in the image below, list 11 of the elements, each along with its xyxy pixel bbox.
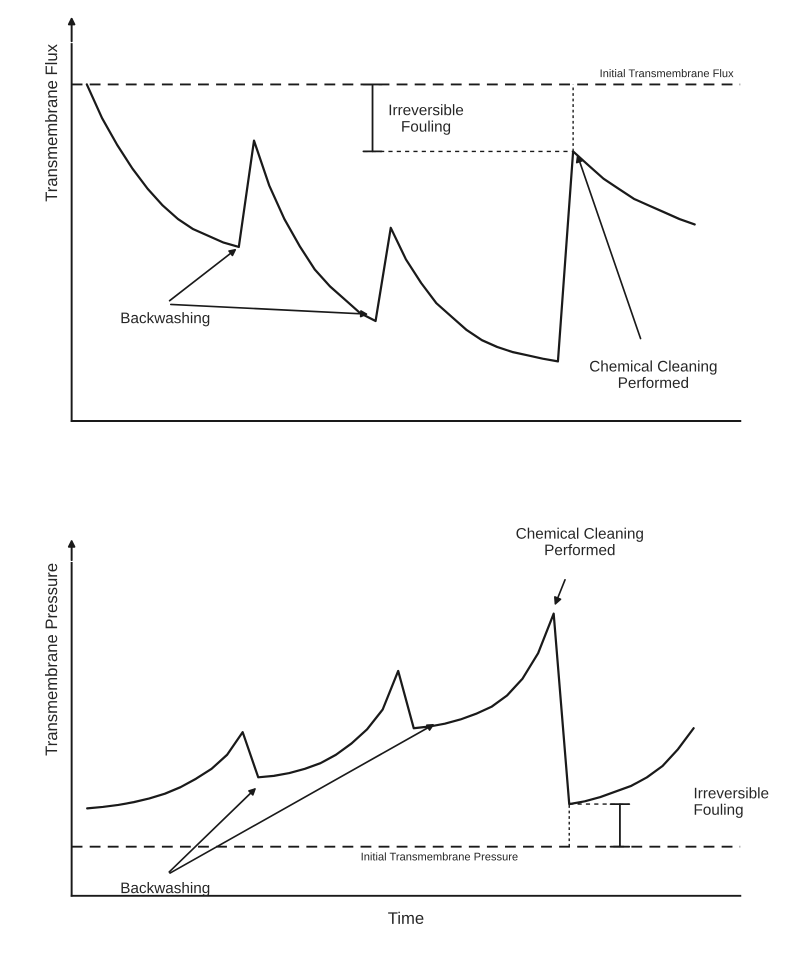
annotation: Irreversible Fouling (390, 104, 464, 135)
y-axis-title: Transmembrane Flux (44, 44, 58, 202)
annotation: Backwashing (121, 312, 210, 326)
text: Chemical Cleaning Performed (516, 528, 643, 556)
ref-line-label: Initial Transmembrane Flux (600, 69, 734, 78)
annotation: Backwashing (121, 882, 210, 896)
annotation: Irreversible Fouling (694, 787, 768, 818)
x-axis-title: Time (388, 912, 424, 924)
y-axis-title: Transmembrane Pressure (44, 564, 58, 756)
ref-line-label: Initial Transmembrane Pressure (362, 852, 518, 861)
annotation: Chemical Cleaning Performed (590, 360, 716, 388)
